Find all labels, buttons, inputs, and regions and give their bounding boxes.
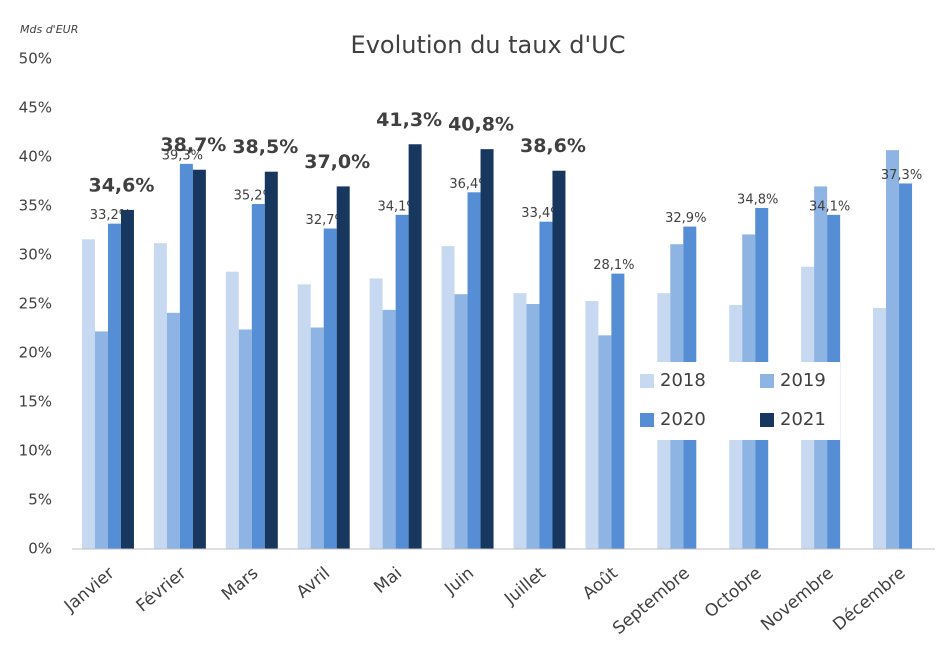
y-tick-label: 35% (19, 197, 52, 215)
bar (336, 186, 350, 549)
bar (441, 246, 455, 549)
data-label: 39,3% (162, 148, 203, 163)
data-label: 37,0% (304, 151, 370, 173)
bar (467, 192, 481, 549)
bar (81, 239, 95, 549)
bar (886, 150, 900, 549)
y-tick-label: 10% (19, 442, 52, 460)
data-label: 28,1% (593, 258, 634, 273)
data-label: 36,4% (449, 177, 490, 192)
x-tick-label: Novembre (757, 563, 837, 635)
data-label: 32,9% (665, 211, 706, 226)
data-label: 34,6% (88, 174, 154, 196)
bar (395, 214, 409, 549)
bar (382, 309, 396, 549)
legend-label: 2020 (660, 409, 706, 430)
data-label: 35,2% (234, 189, 275, 204)
bar (179, 163, 193, 550)
bar (166, 312, 180, 549)
x-tick-label: Janvier (60, 563, 118, 617)
y-tick-label: 30% (19, 246, 52, 264)
bar (585, 301, 599, 549)
y-tick-label: 0% (28, 540, 52, 558)
bar (899, 183, 913, 549)
bar (120, 209, 134, 550)
bar (513, 293, 527, 549)
bar (480, 149, 494, 549)
y-tick-label: 15% (19, 393, 52, 411)
bar (539, 221, 553, 549)
legend-label: 2021 (780, 409, 826, 430)
data-label: 34,1% (809, 199, 850, 214)
x-tick-label: Octobre (701, 563, 766, 622)
x-tick-label: Septembre (609, 563, 694, 638)
y-tick-label: 40% (19, 148, 52, 166)
data-label: 33,4% (521, 206, 562, 221)
x-tick-label: Mai (370, 563, 406, 597)
bar (552, 170, 566, 549)
data-label: 40,8% (448, 114, 514, 136)
bar (238, 329, 252, 549)
bar (310, 327, 324, 549)
bar (323, 228, 337, 550)
data-label: 37,3% (881, 168, 922, 183)
x-tick-label: Décembre (829, 563, 909, 635)
x-tick-label: Avril (293, 563, 334, 602)
bar (526, 304, 540, 549)
data-label: 38,6% (520, 135, 586, 157)
bar (408, 144, 422, 549)
data-label: 34,8% (737, 192, 778, 207)
legend-label: 2018 (660, 370, 706, 391)
legend-label: 2019 (780, 370, 826, 391)
data-label: 38,7% (160, 134, 226, 156)
data-label: 33,2% (90, 208, 131, 223)
data-label: 41,3% (376, 109, 442, 131)
legend: 2018 2019 2020 2021 (625, 362, 840, 440)
bar (251, 204, 265, 550)
bar (297, 284, 311, 549)
bar (598, 335, 612, 549)
bar (107, 223, 121, 549)
bar (369, 278, 383, 549)
bar (873, 307, 887, 549)
bar (454, 294, 468, 549)
x-tick-label: Juillet (500, 563, 550, 609)
y-tick-label: 50% (19, 50, 52, 68)
bar (264, 171, 278, 549)
bar (153, 243, 167, 550)
y-tick-label: 5% (28, 491, 52, 509)
chart-title: Evolution du taux d'UC (351, 31, 626, 59)
data-label: 32,7% (306, 213, 347, 228)
y-unit-label: Mds d'EUR (20, 23, 78, 36)
bar (94, 331, 108, 549)
y-tick-label: 20% (19, 344, 52, 362)
y-tick-label: 45% (19, 99, 52, 117)
data-label: 34,1% (377, 199, 418, 214)
x-tick-label: Août (579, 563, 622, 604)
bar (225, 271, 239, 549)
x-tick-label: Février (133, 563, 191, 616)
bar (611, 273, 625, 549)
legend-swatch (760, 413, 774, 427)
x-tick-label: Mars (218, 563, 262, 605)
y-tick-label: 25% (19, 295, 52, 313)
x-tick-label: Juin (440, 563, 478, 599)
legend-swatch (640, 413, 654, 427)
data-label: 38,5% (232, 136, 298, 158)
legend-box (625, 362, 840, 440)
legend-swatch (640, 374, 654, 388)
legend-swatch (760, 374, 774, 388)
bar (192, 169, 206, 550)
